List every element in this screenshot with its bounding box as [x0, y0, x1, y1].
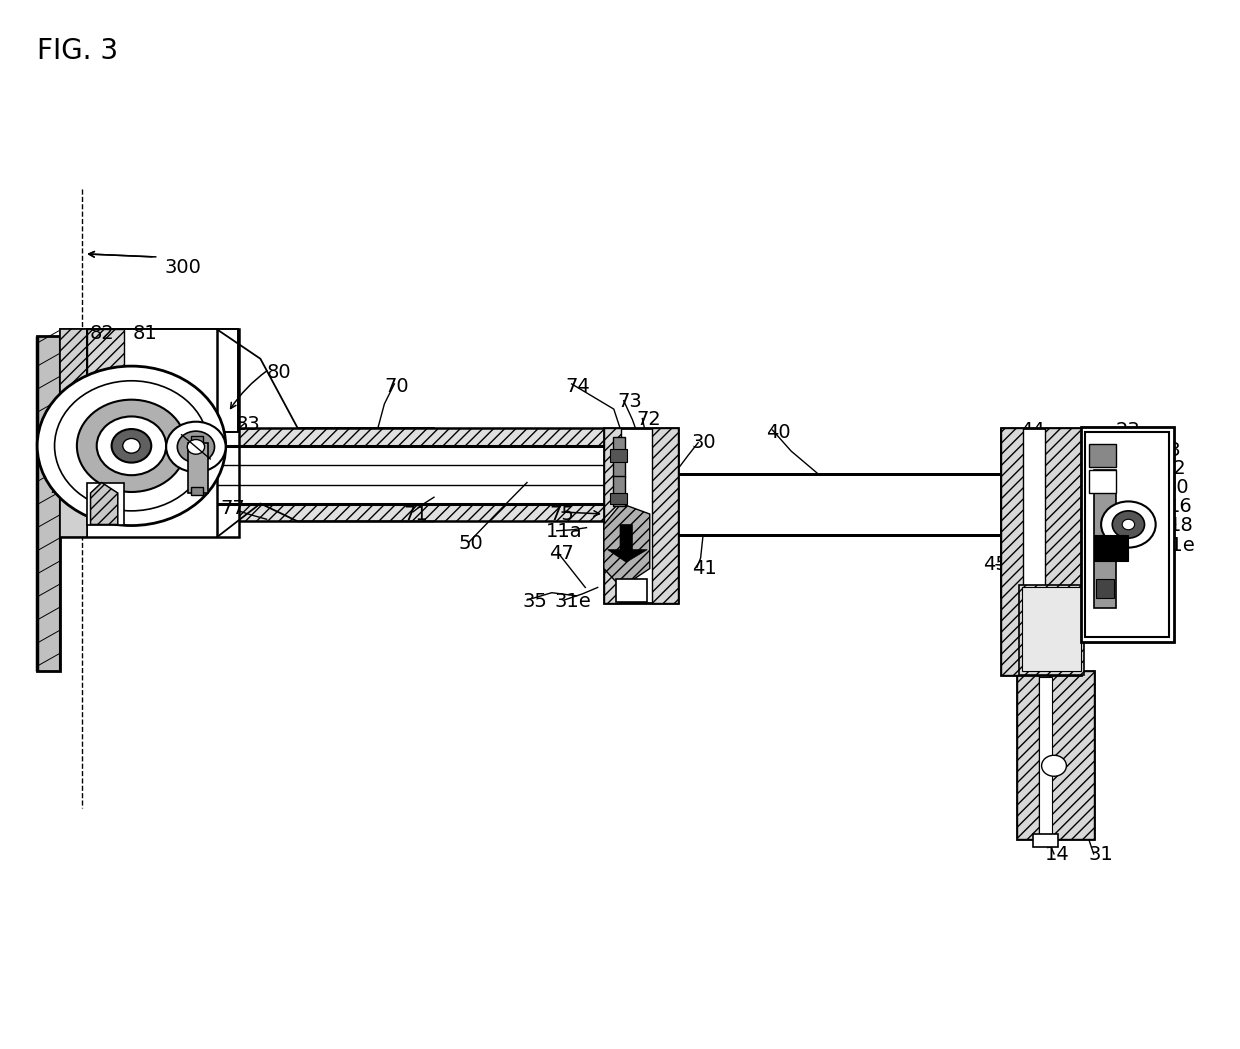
Circle shape	[112, 429, 151, 463]
Bar	[87, 329, 238, 432]
Text: 75: 75	[549, 505, 574, 523]
Text: 18: 18	[1169, 516, 1194, 535]
Bar	[191, 487, 203, 495]
Text: 41: 41	[692, 559, 717, 578]
Text: 48: 48	[624, 477, 649, 496]
Text: 31: 31	[1089, 845, 1114, 864]
Circle shape	[1101, 501, 1156, 548]
Circle shape	[37, 366, 226, 526]
Bar	[1039, 677, 1052, 834]
Circle shape	[77, 400, 186, 492]
Bar	[1081, 427, 1174, 642]
Polygon shape	[604, 504, 650, 587]
Text: 40: 40	[766, 423, 791, 442]
Bar	[604, 428, 678, 603]
Bar	[1017, 671, 1039, 839]
Bar	[613, 437, 625, 477]
Polygon shape	[608, 524, 647, 562]
Text: 35: 35	[1052, 620, 1076, 639]
Bar	[1096, 579, 1114, 598]
Bar	[87, 483, 124, 524]
Bar	[1019, 585, 1084, 675]
Bar	[1094, 470, 1116, 608]
Bar	[87, 329, 124, 432]
Bar	[1081, 427, 1174, 642]
Text: 82: 82	[89, 324, 114, 343]
Text: 30: 30	[1164, 478, 1189, 497]
Text: 11a: 11a	[546, 522, 583, 541]
Text: 20: 20	[1002, 575, 1027, 594]
Circle shape	[97, 416, 166, 475]
Bar	[610, 493, 627, 504]
Text: 300: 300	[165, 258, 202, 277]
Text: 31e: 31e	[1158, 536, 1195, 555]
Circle shape	[1112, 511, 1145, 538]
Bar	[1085, 432, 1169, 637]
Bar	[1089, 444, 1116, 467]
Bar	[1089, 470, 1116, 493]
Bar	[652, 428, 678, 603]
Bar	[604, 428, 621, 603]
Text: 31e: 31e	[554, 592, 591, 611]
Circle shape	[187, 440, 205, 454]
Bar	[60, 329, 87, 537]
Bar	[647, 474, 1001, 535]
Bar	[1049, 671, 1094, 839]
Text: 83: 83	[236, 415, 260, 434]
Bar	[1094, 535, 1128, 561]
Bar	[1001, 428, 1023, 675]
Bar	[1017, 671, 1094, 839]
Bar	[239, 428, 604, 446]
Text: 77: 77	[221, 499, 246, 518]
Text: 76: 76	[47, 478, 72, 497]
Polygon shape	[91, 483, 118, 524]
Text: 30: 30	[692, 433, 717, 452]
Text: 14: 14	[1045, 845, 1070, 864]
Text: 72: 72	[636, 410, 661, 429]
Circle shape	[123, 438, 140, 453]
Text: 45: 45	[983, 555, 1008, 574]
Text: 73: 73	[618, 392, 642, 411]
Text: 23: 23	[1116, 421, 1141, 440]
Bar	[613, 476, 625, 506]
Text: 46: 46	[655, 521, 680, 540]
Circle shape	[55, 381, 208, 511]
Text: 42: 42	[1161, 459, 1185, 478]
Bar	[60, 329, 239, 537]
Bar	[191, 436, 203, 445]
Text: 74: 74	[565, 377, 590, 395]
Circle shape	[177, 431, 215, 463]
Text: 47: 47	[549, 544, 574, 563]
Circle shape	[1122, 519, 1135, 530]
Bar	[188, 443, 208, 493]
Bar	[1033, 834, 1058, 847]
Text: 35: 35	[522, 592, 547, 611]
Bar	[1022, 587, 1081, 671]
Text: 50: 50	[459, 534, 484, 553]
Text: 84: 84	[114, 496, 139, 515]
Text: 80: 80	[267, 363, 291, 382]
Text: 70: 70	[384, 377, 409, 395]
Bar	[1001, 428, 1081, 675]
Bar	[239, 504, 604, 521]
Text: 71: 71	[403, 505, 428, 523]
Text: 16: 16	[1168, 497, 1193, 516]
Bar	[610, 449, 627, 462]
Text: 81: 81	[133, 324, 157, 343]
Text: 43: 43	[1156, 441, 1180, 459]
Text: 44: 44	[1021, 421, 1045, 440]
Bar	[616, 579, 647, 602]
Circle shape	[166, 422, 226, 472]
Bar	[37, 336, 60, 671]
Circle shape	[1042, 755, 1066, 776]
Bar	[60, 469, 87, 537]
Text: FIG. 3: FIG. 3	[37, 37, 118, 65]
Bar	[1045, 428, 1081, 675]
